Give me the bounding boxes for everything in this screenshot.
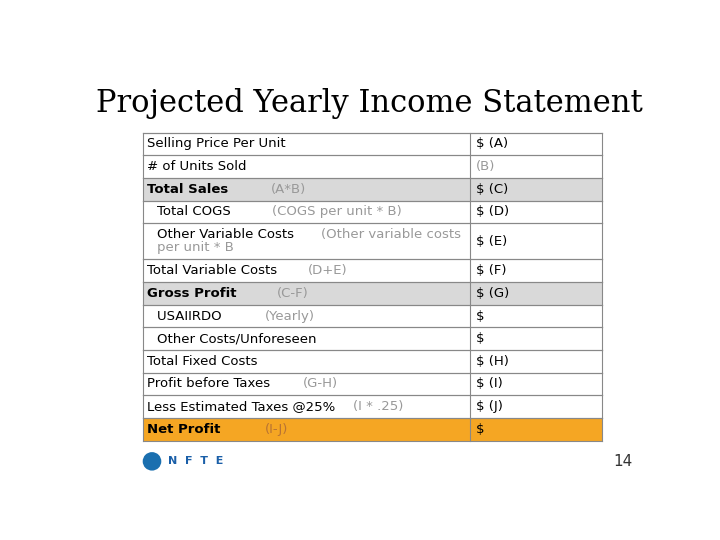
Text: Total COGS: Total COGS (157, 205, 235, 218)
Text: $: $ (476, 309, 485, 322)
Text: $ (H): $ (H) (476, 355, 509, 368)
Bar (143, 418, 601, 441)
Text: $: $ (476, 332, 485, 345)
Text: (B): (B) (476, 160, 495, 173)
Text: $ (I): $ (I) (476, 377, 503, 390)
Text: Profit before Taxes: Profit before Taxes (148, 377, 275, 390)
Text: # of Units Sold: # of Units Sold (148, 160, 247, 173)
Circle shape (143, 452, 161, 470)
Text: (I-J): (I-J) (265, 423, 288, 436)
Text: USAIIRDO: USAIIRDO (157, 309, 225, 322)
Bar (143, 155, 601, 178)
Bar (143, 259, 601, 282)
Text: $ (F): $ (F) (476, 264, 506, 277)
Bar (143, 395, 601, 418)
Text: (D+E): (D+E) (308, 264, 348, 277)
Text: (A*B): (A*B) (271, 183, 306, 195)
Text: Total Fixed Costs: Total Fixed Costs (148, 355, 258, 368)
Text: (C-F): (C-F) (277, 287, 309, 300)
Text: (G-H): (G-H) (303, 377, 338, 390)
Text: (Other variable costs: (Other variable costs (321, 228, 461, 241)
Text: Other Costs/Unforeseen: Other Costs/Unforeseen (157, 332, 316, 345)
Text: (Yearly): (Yearly) (265, 309, 315, 322)
Text: Total Sales: Total Sales (148, 183, 233, 195)
Bar (143, 305, 601, 327)
Text: Projected Yearly Income Statement: Projected Yearly Income Statement (96, 88, 642, 119)
Text: $ (E): $ (E) (476, 235, 507, 248)
Text: Total Variable Costs: Total Variable Costs (148, 264, 282, 277)
Text: per unit * B: per unit * B (157, 241, 233, 254)
Bar (143, 350, 601, 373)
Text: Selling Price Per Unit: Selling Price Per Unit (148, 137, 286, 150)
Bar (143, 200, 601, 223)
Bar (143, 178, 601, 200)
Bar (143, 327, 601, 350)
Text: $ (C): $ (C) (476, 183, 508, 195)
Bar (143, 282, 601, 305)
Bar (143, 132, 601, 155)
Text: $ (A): $ (A) (476, 137, 508, 150)
Text: N  F  T  E: N F T E (168, 456, 223, 467)
Text: Net Profit: Net Profit (148, 423, 225, 436)
Text: $ (J): $ (J) (476, 400, 503, 413)
Text: Other Variable Costs: Other Variable Costs (157, 228, 298, 241)
Text: Gross Profit: Gross Profit (148, 287, 241, 300)
Text: $: $ (476, 423, 485, 436)
Text: $ (G): $ (G) (476, 287, 509, 300)
Text: $ (D): $ (D) (476, 205, 509, 218)
Text: (I * .25): (I * .25) (354, 400, 404, 413)
Text: (COGS per unit * B): (COGS per unit * B) (272, 205, 402, 218)
Text: 14: 14 (613, 454, 632, 469)
Bar (143, 373, 601, 395)
Bar (143, 223, 601, 259)
Text: Less Estimated Taxes @25%: Less Estimated Taxes @25% (148, 400, 340, 413)
